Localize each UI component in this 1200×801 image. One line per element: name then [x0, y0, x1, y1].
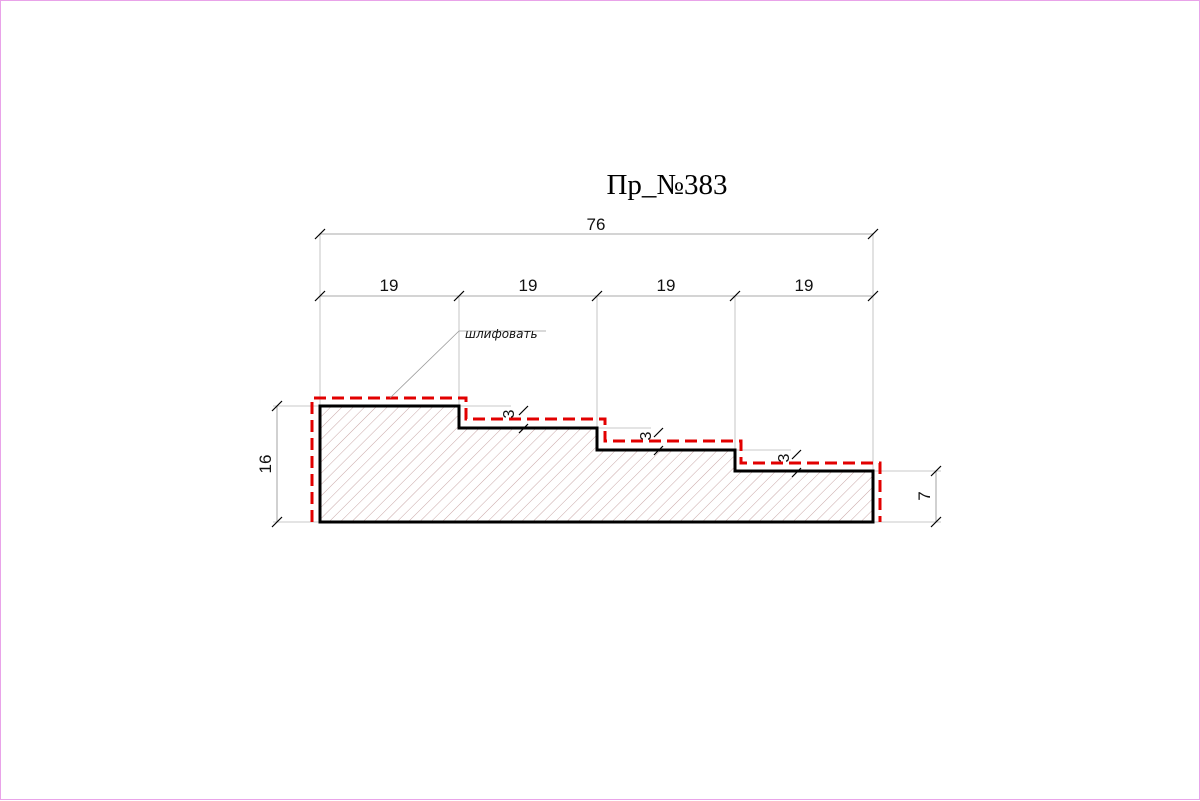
step-2-depth-label: 3 — [638, 431, 655, 440]
step-1-depth-label: 3 — [501, 409, 518, 418]
segment-4-label: 19 — [795, 276, 814, 295]
sanding-note: шлифовать — [389, 327, 546, 399]
segment-1-label: 19 — [380, 276, 399, 295]
drawing-title: Пр_№383 — [606, 169, 727, 201]
segment-2-label: 19 — [519, 276, 538, 295]
end-height-label: 7 — [915, 491, 934, 500]
segment-3-label: 19 — [657, 276, 676, 295]
sanding-outline — [310, 396, 882, 522]
profile-section — [318, 404, 875, 524]
overall-width-label: 76 — [587, 215, 606, 234]
overall-dimension: 76 — [314, 215, 879, 240]
step-3-depth-label: 3 — [776, 453, 793, 462]
segment-dimensions: 19 19 19 19 — [314, 276, 879, 302]
end-height-dimension: 7 — [915, 465, 942, 528]
extension-lines — [273, 233, 941, 523]
sanding-note-label: шлифовать — [465, 327, 538, 341]
height-dimension: 16 — [256, 400, 283, 528]
height-label: 16 — [256, 455, 275, 474]
step-depth-dimensions: 3 3 3 — [501, 405, 802, 478]
